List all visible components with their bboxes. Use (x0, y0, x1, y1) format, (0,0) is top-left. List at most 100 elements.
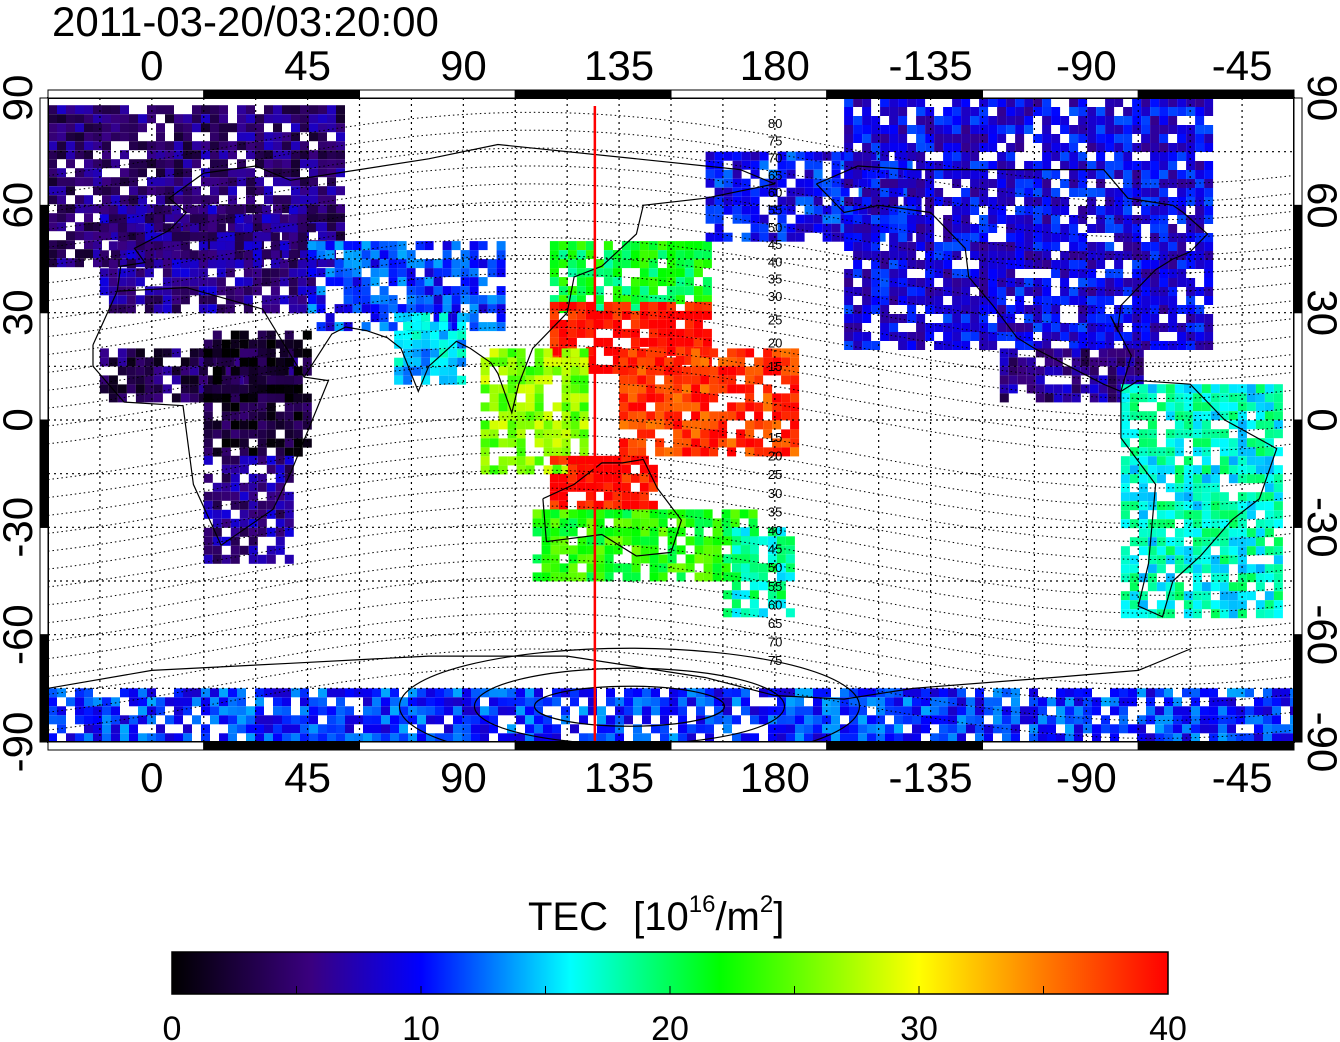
contour-label-north: 50 (768, 220, 782, 235)
tec-cell (997, 179, 1007, 188)
tec-cell (993, 715, 1002, 725)
tec-cell (1228, 402, 1238, 412)
tec-cell (939, 733, 948, 742)
tec-cell (257, 455, 267, 465)
tec-cell (876, 715, 885, 725)
tec-cell (1192, 447, 1202, 457)
tec-cell (300, 105, 309, 115)
tec-cell (1159, 116, 1169, 125)
tec-cell (316, 295, 326, 305)
tec-cell (934, 251, 944, 260)
tec-cell (673, 366, 683, 376)
tec-cell (822, 205, 832, 215)
tec-cell (570, 348, 580, 358)
tec-cell (1273, 393, 1283, 403)
tec-cell (1138, 537, 1148, 547)
tec-cell (595, 527, 605, 537)
tec-cell (318, 688, 327, 698)
tec-cell (975, 724, 984, 734)
tec-cell (988, 323, 998, 332)
tec-cell (997, 161, 1007, 170)
tec-cell (961, 98, 971, 107)
tec-cell (174, 159, 183, 169)
tec-cell (397, 268, 407, 278)
tec-cell (763, 393, 773, 403)
tec-cell (201, 195, 210, 205)
tec-cell (1183, 411, 1193, 421)
tec-cell (561, 715, 570, 725)
tec-cell (1096, 251, 1106, 260)
tec-cell (284, 375, 294, 385)
tec-cell (705, 697, 714, 707)
tec-cell (1096, 170, 1106, 179)
tec-cell (246, 195, 255, 205)
tec-cell (1210, 429, 1220, 439)
tec-cell (777, 196, 787, 206)
tec-cell (84, 222, 93, 232)
tec-cell (415, 277, 425, 287)
tec-cell (1006, 332, 1016, 341)
tec-cell (174, 697, 183, 707)
tec-cell (1134, 375, 1144, 385)
tec-cell (153, 241, 163, 251)
tec-cell (243, 232, 253, 242)
tec-cell (657, 250, 667, 260)
tec-cell (621, 455, 631, 465)
tec-cell (1053, 384, 1063, 394)
tec-cell (732, 697, 741, 707)
tec-cell (156, 168, 165, 178)
tec-cell (1263, 715, 1272, 725)
tec-cell (219, 715, 228, 725)
tec-cell (727, 438, 737, 448)
tec-cell (1120, 411, 1130, 421)
tec-cell (1210, 474, 1220, 484)
tec-cell (844, 278, 854, 287)
tec-cell (730, 509, 740, 519)
tec-cell (648, 482, 658, 492)
tec-cell (448, 375, 458, 385)
tec-cell (1105, 98, 1115, 107)
tec-cell (1114, 143, 1124, 152)
tec-cell (361, 250, 371, 260)
tec-cell (984, 724, 993, 734)
tec-cell (813, 196, 823, 206)
tec-cell (889, 125, 899, 134)
tec-cell (1195, 215, 1205, 224)
tec-cell (1237, 519, 1247, 529)
tec-cell (237, 168, 246, 178)
contour-label-north: 40 (768, 254, 782, 269)
tec-cell (228, 733, 237, 742)
tec-cell (903, 160, 913, 170)
tec-cell (988, 224, 998, 233)
tec-cell (1192, 519, 1202, 529)
tec-cell (291, 105, 300, 115)
tec-cell (1255, 447, 1265, 457)
tec-cell (48, 141, 57, 151)
tec-cell (1192, 537, 1202, 547)
tec-cell (234, 232, 244, 242)
tec-cell (781, 366, 791, 376)
tec-cell (1246, 456, 1256, 466)
tec-cell (248, 420, 258, 430)
tec-cell (275, 339, 285, 349)
tec-cell (1033, 161, 1043, 170)
tec-cell (1065, 715, 1074, 725)
tec-cell (498, 465, 508, 475)
tec-cell (898, 278, 908, 287)
tec-cell (577, 572, 587, 582)
tec-cell (198, 366, 208, 376)
tec-cell (293, 366, 303, 376)
tec-cell (1051, 134, 1061, 143)
tec-cell (894, 706, 903, 716)
tec-cell (300, 186, 309, 196)
tec-cell (1042, 179, 1052, 188)
tec-cell (682, 402, 692, 412)
tec-cell (102, 195, 111, 205)
contour-label-south: 60 (768, 597, 782, 612)
tec-cell (1051, 233, 1061, 242)
tec-cell (619, 447, 629, 457)
tec-cell (248, 455, 258, 465)
tec-cell (1024, 197, 1034, 206)
tec-cell (273, 195, 282, 205)
tec-cell (343, 322, 353, 332)
